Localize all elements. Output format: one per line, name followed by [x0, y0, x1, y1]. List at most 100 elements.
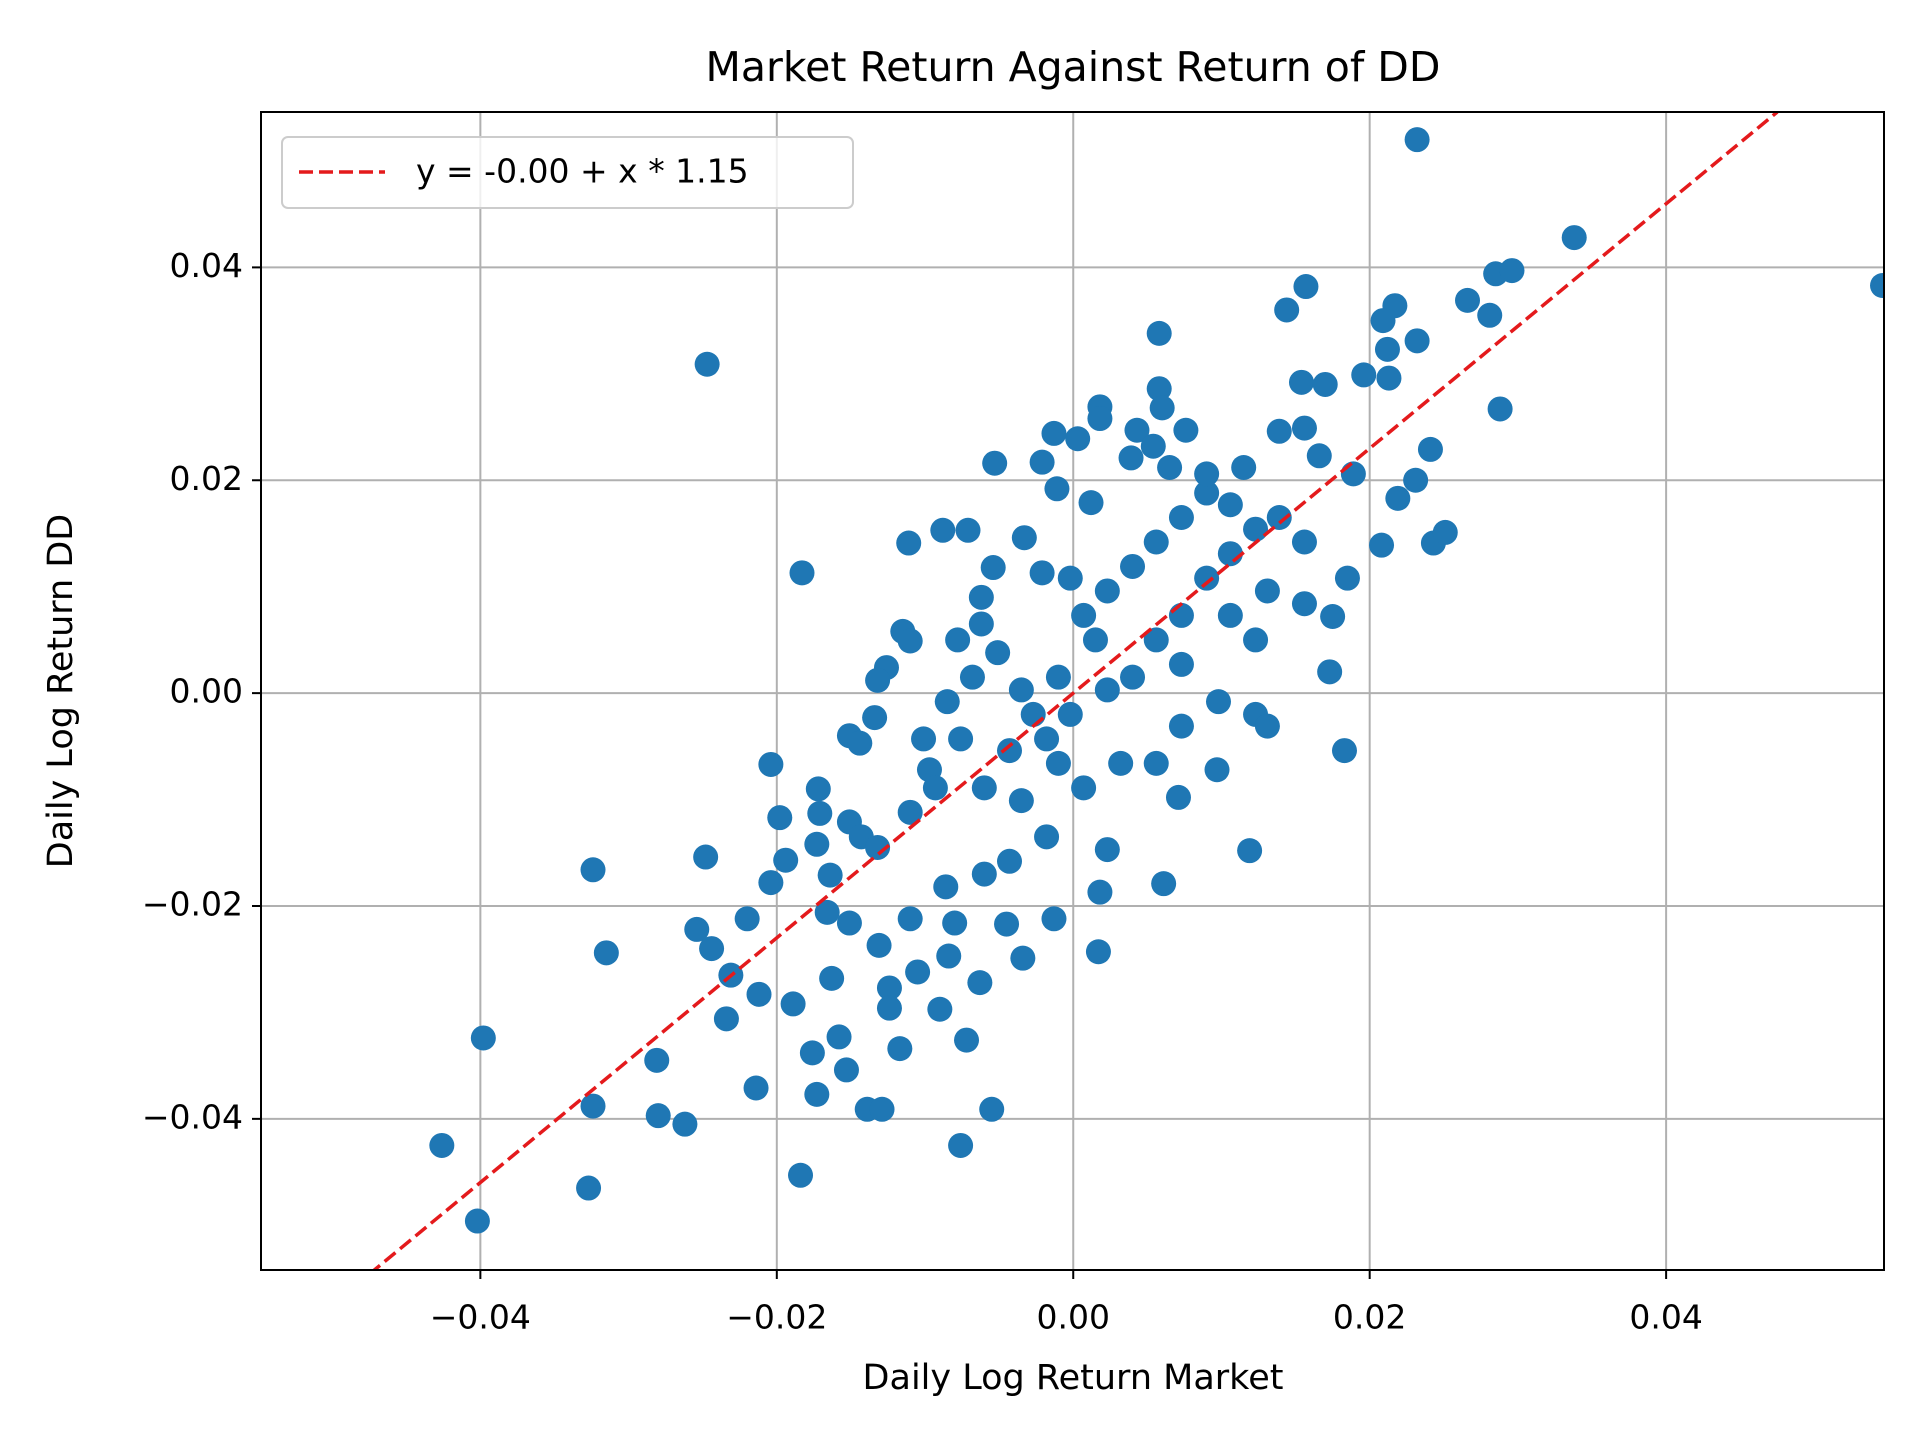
scatter-point — [1010, 945, 1036, 971]
scatter-point — [1194, 461, 1220, 487]
x-tick-label: 0.00 — [1036, 1298, 1109, 1337]
scatter-point — [942, 910, 968, 936]
scatter-point — [876, 975, 902, 1001]
scatter-point — [773, 847, 799, 873]
scatter-point — [789, 560, 815, 586]
scatter-point — [576, 1175, 602, 1201]
scatter-point — [994, 911, 1020, 937]
scatter-point — [1340, 461, 1366, 487]
scatter-point — [1085, 939, 1111, 965]
scatter-point — [1045, 750, 1071, 776]
scatter-point — [1254, 578, 1280, 604]
scatter-point — [968, 584, 994, 610]
scatter-point — [1082, 627, 1108, 653]
x-tick-label: 0.02 — [1333, 1298, 1406, 1337]
scatter-point — [464, 1208, 490, 1234]
scatter-point — [1173, 417, 1199, 443]
x-axis-label: Daily Log Return Market — [863, 1358, 1284, 1398]
y-axis-label: Daily Log Return DD — [41, 514, 81, 869]
scatter-point — [644, 1047, 670, 1073]
scatter-point — [1404, 127, 1430, 153]
scatter-point — [836, 910, 862, 936]
legend-box — [281, 136, 854, 209]
scatter-point — [429, 1132, 455, 1158]
scatter-point — [1034, 726, 1060, 752]
scatter-point — [1320, 603, 1346, 629]
scatter-point — [1143, 529, 1169, 555]
scatter-point — [997, 848, 1023, 874]
scatter-point — [1168, 505, 1194, 531]
scatter-point — [985, 640, 1011, 666]
y-tick-label: 0.04 — [170, 246, 243, 285]
scatter-point — [959, 664, 985, 690]
scatter-point — [1561, 225, 1587, 251]
scatter-point — [826, 1024, 852, 1050]
scatter-point — [865, 667, 891, 693]
scatter-point — [865, 834, 891, 860]
scatter-point — [767, 805, 793, 831]
scatter-point — [997, 738, 1023, 764]
scatter-point — [954, 1027, 980, 1053]
scatter-point — [1168, 602, 1194, 628]
scatter-point — [1029, 449, 1055, 475]
scatter-point — [1291, 591, 1317, 617]
legend: y = -0.00 + x * 1.15 — [281, 136, 854, 209]
scatter-point — [1243, 627, 1269, 653]
scatter-point — [971, 775, 997, 801]
scatter-point — [1204, 757, 1230, 783]
scatter-point — [1217, 602, 1243, 628]
scatter-point — [1369, 532, 1395, 558]
scatter-point — [1041, 906, 1067, 932]
scatter-point — [833, 1057, 859, 1083]
scatter-point — [948, 1132, 974, 1158]
scatter-point — [807, 800, 833, 826]
scatter-point — [1008, 788, 1034, 814]
scatter-point — [1034, 824, 1060, 850]
scatter-point — [1205, 689, 1231, 715]
scatter-point — [1432, 519, 1458, 545]
plot-area — [371, 112, 1884, 1270]
x-tick-label: −0.04 — [430, 1298, 531, 1337]
scatter-point — [869, 1096, 895, 1122]
scatter-point — [1094, 837, 1120, 863]
scatter-point — [1194, 480, 1220, 506]
scatter-point — [1317, 659, 1343, 685]
scatter-point — [1120, 553, 1146, 579]
scatter-point — [1274, 297, 1300, 323]
scatter-point — [1094, 578, 1120, 604]
scatter-point — [897, 799, 923, 825]
scatter-point — [982, 450, 1008, 476]
scatter-point — [971, 861, 997, 887]
scatter-point — [1334, 565, 1360, 591]
scatter-point — [1065, 426, 1091, 452]
scatter-point — [819, 965, 845, 991]
scatter-point — [1331, 738, 1357, 764]
scatter-point — [1140, 433, 1166, 459]
scatter-point — [1288, 369, 1314, 395]
scatter-point — [1020, 701, 1046, 727]
scatter-point — [922, 775, 948, 801]
scatter-point — [1087, 406, 1113, 432]
scatter-point — [1266, 505, 1292, 531]
scatter-point — [805, 776, 831, 802]
y-tick-label: −0.02 — [142, 884, 243, 923]
scatter-point — [780, 991, 806, 1017]
scatter-point — [980, 555, 1006, 581]
scatter-point — [804, 831, 830, 857]
scatter-point — [1118, 445, 1144, 471]
scatter-point — [905, 959, 931, 985]
scatter-point — [1404, 328, 1430, 354]
scatter-point — [1374, 336, 1400, 362]
scatter-point — [694, 351, 720, 377]
scatter-point — [580, 1093, 606, 1119]
scatter-point — [955, 517, 981, 543]
scatter-point — [936, 943, 962, 969]
scatter-point — [1254, 713, 1280, 739]
scatter-point — [1094, 677, 1120, 703]
scatter-point — [1149, 395, 1175, 421]
scatter-point — [1243, 516, 1269, 542]
scatter-point — [817, 862, 843, 888]
axes-frame — [260, 111, 1885, 1271]
